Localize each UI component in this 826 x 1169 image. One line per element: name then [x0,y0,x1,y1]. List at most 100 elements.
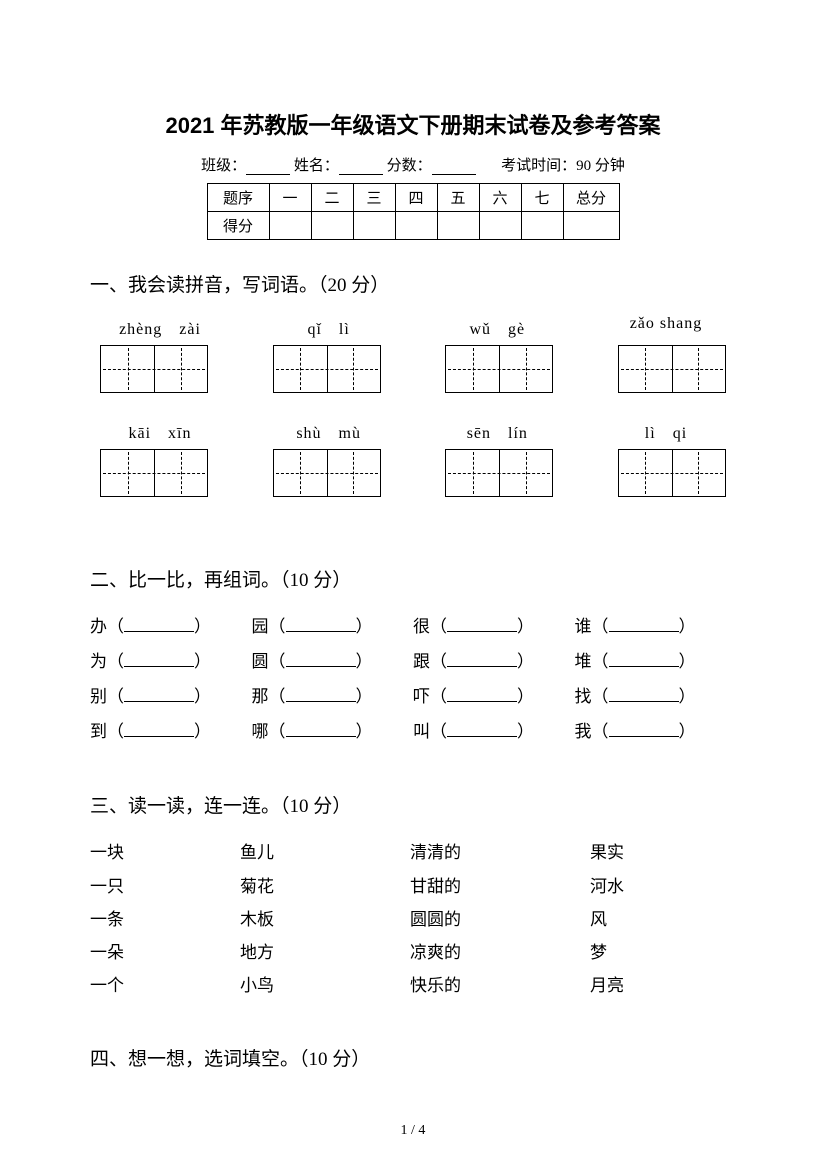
answer-blank[interactable] [124,653,194,667]
match-left-b: 鱼儿 [240,836,410,869]
char-box[interactable] [273,345,381,393]
table-cell: 七 [521,184,563,212]
pinyin-label: shù mù [269,419,389,443]
char-label: 到 [90,722,107,741]
char-box[interactable] [100,345,208,393]
match-row: 一个小鸟快乐的月亮 [90,969,736,1002]
char-label: 堆 [575,652,592,671]
answer-blank[interactable] [609,618,679,632]
class-label: 班级： [201,158,246,174]
compare-row: 到（）哪（）叫（）我（） [90,715,736,750]
char-label: 园 [252,617,269,636]
table-cell[interactable] [269,212,311,240]
compare-item: 园（） [252,610,414,645]
section3-title: 三、读一读，连一连。（10 分） [90,791,736,818]
char-label: 那 [252,687,269,706]
match-row: 一只菊花甘甜的河水 [90,870,736,903]
compare-item: 我（） [575,715,737,750]
pinyin-label: zǎo shang [606,315,726,339]
class-blank[interactable] [246,161,290,175]
compare-item: 很（） [413,610,575,645]
char-label: 谁 [575,617,592,636]
answer-blank[interactable] [447,653,517,667]
table-cell: 总分 [563,184,619,212]
exam-time: 考试时间：90 分钟 [501,158,625,174]
compare-item: 别（） [90,680,252,715]
pinyin-label: sēn lín [437,419,557,443]
table-cell: 六 [479,184,521,212]
name-label: 姓名： [294,158,339,174]
table-cell[interactable] [521,212,563,240]
table-cell[interactable] [479,212,521,240]
pinyin-label: zhèng zài [100,315,220,339]
char-label: 我 [575,722,592,741]
match-right-b: 梦 [590,936,736,969]
table-cell: 题序 [207,184,269,212]
answer-blank[interactable] [447,688,517,702]
compare-item: 叫（） [413,715,575,750]
table-cell: 得分 [207,212,269,240]
match-left-b: 地方 [240,936,410,969]
answer-blank[interactable] [609,653,679,667]
match-right-b: 月亮 [590,969,736,1002]
compare-item: 堆（） [575,645,737,680]
char-box[interactable] [445,345,553,393]
pinyin-row: kāi xīn shù mù sēn lín lì qi [90,419,736,443]
answer-blank[interactable] [286,723,356,737]
answer-blank[interactable] [286,618,356,632]
char-box[interactable] [100,449,208,497]
match-left-b: 木板 [240,903,410,936]
answer-blank[interactable] [609,688,679,702]
match-row: 一朵地方凉爽的梦 [90,936,736,969]
table-cell: 一 [269,184,311,212]
answer-box-row [90,345,736,393]
page-number: 1 / 4 [0,1123,826,1139]
table-cell[interactable] [353,212,395,240]
compare-item: 哪（） [252,715,414,750]
table-cell[interactable] [311,212,353,240]
match-row: 一条木板圆圆的风 [90,903,736,936]
char-box[interactable] [618,449,726,497]
pinyin-label: kāi xīn [100,419,220,443]
section4-title: 四、想一想，选词填空。（10 分） [90,1044,736,1071]
match-right-b: 河水 [590,870,736,903]
char-box[interactable] [273,449,381,497]
pinyin-label: lì qi [606,419,726,443]
match-left-a: 一块 [90,836,240,869]
char-label: 叫 [413,722,430,741]
pinyin-label: wǔ gè [437,315,557,339]
compare-item: 到（） [90,715,252,750]
match-right-b: 果实 [590,836,736,869]
table-cell: 二 [311,184,353,212]
table-row: 题序 一 二 三 四 五 六 七 总分 [207,184,619,212]
match-row: 一块鱼儿清清的果实 [90,836,736,869]
answer-blank[interactable] [124,618,194,632]
answer-blank[interactable] [609,723,679,737]
answer-blank[interactable] [124,723,194,737]
char-label: 找 [575,687,592,706]
answer-blank[interactable] [286,653,356,667]
table-cell[interactable] [395,212,437,240]
match-right-b: 风 [590,903,736,936]
name-blank[interactable] [339,161,383,175]
match-left-a: 一条 [90,903,240,936]
compare-item: 跟（） [413,645,575,680]
match-right-a: 甘甜的 [410,870,590,903]
char-box[interactable] [618,345,726,393]
exam-title: 2021 年苏教版一年级语文下册期末试卷及参考答案 [90,108,736,140]
char-box[interactable] [445,449,553,497]
table-cell: 五 [437,184,479,212]
answer-blank[interactable] [447,723,517,737]
char-label: 哪 [252,722,269,741]
table-cell[interactable] [437,212,479,240]
answer-blank[interactable] [124,688,194,702]
compare-row: 办（）园（）很（）谁（） [90,610,736,645]
answer-blank[interactable] [286,688,356,702]
answer-blank[interactable] [447,618,517,632]
score-blank[interactable] [432,161,476,175]
char-label: 为 [90,652,107,671]
compare-item: 吓（） [413,680,575,715]
match-right-a: 清清的 [410,836,590,869]
table-cell[interactable] [563,212,619,240]
pinyin-label: qǐ lì [269,315,389,339]
